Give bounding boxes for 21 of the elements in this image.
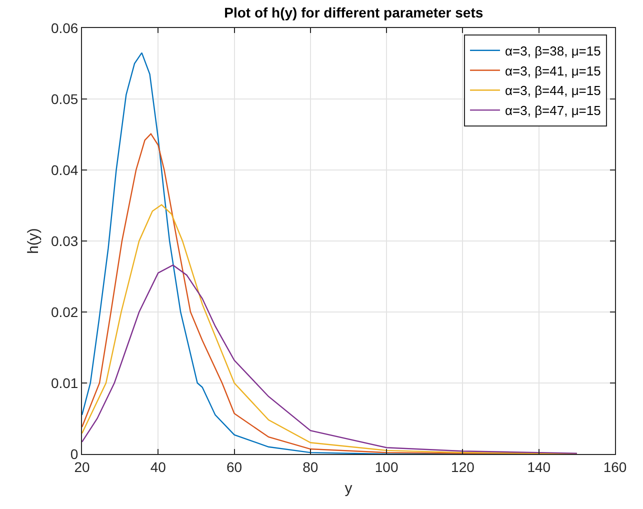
y-tick-label: 0.02	[50, 304, 78, 320]
y-tick-label: 0.01	[50, 374, 78, 391]
line-series	[82, 264, 578, 454]
x-tick-label: 120	[451, 458, 475, 475]
x-tick-label: 140	[527, 458, 551, 475]
legend-label: α=3, β=38, μ=15	[505, 43, 601, 58]
legend-label: α=3, β=47, μ=15	[505, 103, 601, 118]
x-tick-label: 80	[302, 458, 318, 475]
legend-label: α=3, β=41, μ=15	[505, 63, 601, 78]
y-tick-label: 0.06	[50, 20, 78, 36]
y-tick-label: 0.05	[50, 90, 78, 107]
y-tick-label: 0.03	[50, 232, 78, 249]
x-tick-label: 100	[374, 458, 398, 475]
y-tick-label: 0.04	[50, 162, 78, 178]
chart-title: Plot of h(y) for different parameter sets	[224, 4, 484, 20]
x-axis-title: y	[344, 480, 353, 497]
x-tick-label: 40	[150, 458, 166, 475]
y-axis-title: h(y)	[25, 228, 42, 254]
legend-label: α=3, β=44, μ=15	[505, 83, 601, 98]
x-tick-label: 160	[603, 458, 627, 475]
x-tick-label: 60	[226, 458, 242, 475]
